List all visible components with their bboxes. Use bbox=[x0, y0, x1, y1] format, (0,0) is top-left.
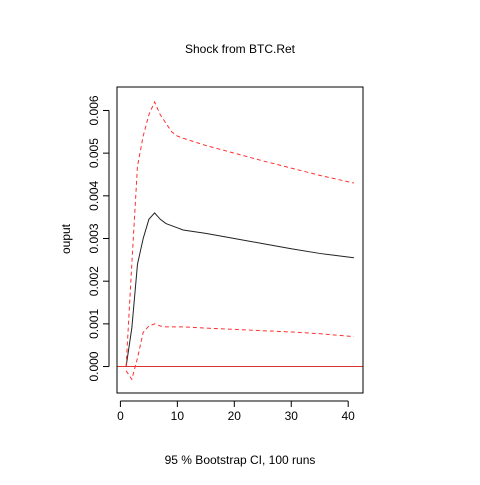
x-tick-label: 20 bbox=[228, 409, 242, 423]
x-tick-label: 0 bbox=[117, 409, 124, 423]
y-tick-label: 0.005 bbox=[87, 138, 101, 168]
y-axis-label: ouput bbox=[59, 223, 73, 254]
y-tick-label: 0.004 bbox=[87, 180, 101, 210]
x-axis-label: 95 % Bootstrap CI, 100 runs bbox=[165, 453, 316, 467]
x-tick-label: 40 bbox=[342, 409, 356, 423]
y-tick-label: 0.006 bbox=[87, 95, 101, 125]
y-tick-label: 0.003 bbox=[87, 223, 101, 253]
x-tick-label: 10 bbox=[171, 409, 185, 423]
y-tick-label: 0.002 bbox=[87, 266, 101, 296]
plot-frame bbox=[116, 86, 364, 394]
x-tick-label: 30 bbox=[285, 409, 299, 423]
irf-line bbox=[125, 212, 354, 367]
y-tick-label: 0.001 bbox=[87, 309, 101, 339]
ci-lower-line bbox=[125, 323, 354, 381]
y-tick-label: 0.000 bbox=[87, 351, 101, 381]
ci-upper-line bbox=[125, 100, 354, 367]
plot-layer: 0 10 20 30 40 0.000 0.001 0.002 0.003 0.004 0.005 0… bbox=[87, 95, 363, 423]
chart-title: Shock from BTC.Ret bbox=[185, 42, 296, 56]
